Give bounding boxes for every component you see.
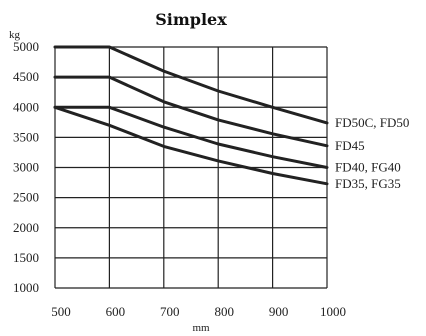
series-label: FD35, FG35 (335, 176, 401, 191)
x-tick-label: 700 (160, 304, 180, 319)
y-tick-label: 4500 (13, 69, 39, 84)
plot-grid (54, 46, 328, 289)
chart-title: Simplex (155, 10, 227, 29)
y-tick-label: 2000 (13, 220, 39, 235)
x-tick-label: 500 (51, 304, 71, 319)
series-line (53, 105, 329, 186)
y-tick-label: 2500 (13, 190, 39, 205)
y-tick-label: 3500 (13, 129, 39, 144)
x-axis-unit: mm (192, 322, 210, 334)
series-line (53, 45, 329, 125)
y-tick-label: 4000 (13, 99, 39, 114)
x-axis-ticks: 500 600 700 800 900 1000 (51, 304, 346, 319)
y-tick-label: 3000 (13, 160, 39, 175)
y-axis-unit: kg (9, 29, 21, 41)
series-label: FD45 (335, 138, 365, 153)
x-tick-label: 1000 (320, 304, 346, 319)
series-lines (53, 45, 329, 186)
series-label: FD40, FG40 (335, 160, 401, 175)
x-tick-label: 800 (214, 304, 234, 319)
x-tick-label: 600 (106, 304, 126, 319)
series-line (53, 75, 329, 148)
series-line (53, 105, 329, 169)
series-label: FD50C, FD50 (335, 115, 409, 130)
x-tick-label: 900 (269, 304, 289, 319)
y-tick-label: 5000 (13, 39, 39, 54)
y-tick-label: 1500 (13, 250, 39, 265)
y-axis-ticks: 1000 1500 2000 2500 3000 3500 4000 4500 5000 (13, 39, 39, 295)
y-tick-label: 1000 (13, 280, 39, 295)
